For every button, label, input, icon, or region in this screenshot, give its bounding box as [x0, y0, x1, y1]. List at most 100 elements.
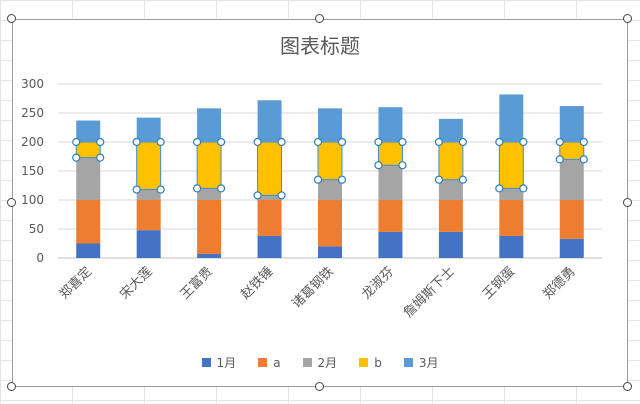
selection-handle[interactable]: [398, 161, 407, 170]
resize-handle-bottom-right[interactable]: [623, 382, 632, 391]
resize-handle-top-left[interactable]: [7, 14, 16, 23]
resize-handle-top[interactable]: [315, 14, 324, 23]
selection-handle[interactable]: [313, 137, 323, 147]
bar-segment[interactable]: [378, 165, 403, 200]
bar-segment[interactable]: [318, 200, 342, 247]
selection-handle[interactable]: [555, 155, 564, 164]
bar-segment[interactable]: [438, 118, 463, 142]
selection-handle[interactable]: [495, 137, 504, 147]
bar-segment[interactable]: [377, 141, 403, 166]
selection-handle[interactable]: [458, 175, 467, 184]
selection-handle[interactable]: [434, 137, 443, 147]
bar-segment[interactable]: [499, 200, 524, 236]
bar-segment[interactable]: [197, 253, 222, 258]
bar-segment[interactable]: [257, 200, 282, 236]
y-tick-label: 0: [36, 251, 44, 265]
bar-segment[interactable]: [499, 188, 524, 200]
bar-segment[interactable]: [257, 141, 283, 196]
selection-handle[interactable]: [313, 175, 323, 184]
resize-handle-left[interactable]: [7, 198, 16, 207]
bar-segment[interactable]: [559, 159, 584, 200]
bar-segment[interactable]: [197, 188, 222, 200]
resize-handle-bottom[interactable]: [315, 382, 324, 391]
bar-segment[interactable]: [196, 141, 222, 189]
bar-segment[interactable]: [76, 243, 101, 259]
selection-handle[interactable]: [555, 137, 564, 147]
bar-segment[interactable]: [378, 200, 403, 232]
selection-handle[interactable]: [193, 184, 202, 193]
bar-segment[interactable]: [318, 179, 342, 200]
bar-segment[interactable]: [136, 117, 161, 142]
bar-segment[interactable]: [499, 235, 524, 258]
bar-segment[interactable]: [559, 238, 584, 258]
bar-segment[interactable]: [559, 200, 584, 239]
selection-handle[interactable]: [156, 185, 165, 194]
bar-segment[interactable]: [136, 200, 161, 231]
selection-handle[interactable]: [277, 137, 286, 147]
selection-handle[interactable]: [579, 137, 588, 147]
selection-handle[interactable]: [374, 161, 383, 170]
resize-handle-top-right[interactable]: [623, 14, 632, 23]
selection-handle[interactable]: [96, 153, 105, 162]
bar-segment[interactable]: [438, 231, 463, 258]
bar-segment[interactable]: [136, 189, 161, 200]
selection-handle[interactable]: [96, 137, 105, 147]
bar-segment[interactable]: [136, 141, 162, 191]
legend-entry[interactable]: 3月: [403, 354, 438, 371]
selection-handle[interactable]: [253, 191, 262, 200]
selection-handle[interactable]: [156, 137, 165, 147]
bar-segment[interactable]: [438, 179, 463, 200]
bar-segment[interactable]: [317, 141, 343, 181]
selection-handle[interactable]: [519, 137, 528, 147]
bar-segment[interactable]: [499, 94, 524, 142]
chart-legend[interactable]: 1月 a 2月 b 3月: [12, 354, 628, 371]
selection-handle[interactable]: [374, 137, 383, 147]
bar-segment[interactable]: [318, 246, 342, 258]
bar-segment[interactable]: [559, 141, 585, 160]
selection-handle[interactable]: [72, 153, 81, 162]
selection-handle[interactable]: [458, 137, 467, 147]
bar-segment[interactable]: [498, 141, 524, 189]
selection-handle[interactable]: [193, 137, 202, 147]
bar-segment[interactable]: [257, 100, 282, 142]
legend-swatch: [201, 358, 211, 367]
bar-segment[interactable]: [318, 108, 342, 142]
bar-segment[interactable]: [197, 200, 222, 254]
chart-title[interactable]: 图表标题: [280, 34, 360, 58]
legend-entry[interactable]: 1月: [201, 354, 236, 371]
y-tick-label: 300: [21, 77, 44, 91]
selection-handle[interactable]: [337, 175, 347, 184]
bar-segment[interactable]: [559, 106, 584, 142]
legend-entry[interactable]: a: [258, 354, 281, 371]
bar-segment[interactable]: [75, 141, 101, 159]
selection-handle[interactable]: [132, 137, 141, 147]
selection-handle[interactable]: [253, 137, 262, 147]
selection-handle[interactable]: [519, 184, 528, 193]
selection-handle[interactable]: [495, 184, 504, 193]
selection-handle[interactable]: [277, 191, 286, 200]
bar-segment[interactable]: [378, 231, 403, 258]
resize-handle-right[interactable]: [623, 198, 632, 207]
bar-segment[interactable]: [76, 120, 101, 142]
bar-segment[interactable]: [197, 108, 222, 142]
legend-entry[interactable]: b: [359, 354, 382, 371]
bar-segment[interactable]: [438, 141, 464, 181]
bar-segment[interactable]: [76, 157, 101, 200]
selection-handle[interactable]: [132, 185, 141, 194]
selection-handle[interactable]: [398, 137, 407, 147]
resize-handle-bottom-left[interactable]: [7, 382, 16, 391]
x-tick-label: 宋大莲: [117, 264, 155, 302]
bar-segment[interactable]: [257, 235, 282, 258]
selection-handle[interactable]: [434, 175, 443, 184]
selection-handle[interactable]: [337, 137, 347, 147]
bar-segment[interactable]: [76, 200, 101, 244]
selection-handle[interactable]: [217, 184, 226, 193]
bar-segment[interactable]: [378, 107, 403, 142]
bar-segment[interactable]: [136, 230, 161, 258]
bar-segment[interactable]: [257, 195, 282, 200]
selection-handle[interactable]: [217, 137, 226, 147]
legend-entry[interactable]: 2月: [302, 354, 337, 371]
selection-handle[interactable]: [72, 137, 81, 147]
selection-handle[interactable]: [579, 155, 588, 164]
bar-segment[interactable]: [438, 200, 463, 232]
